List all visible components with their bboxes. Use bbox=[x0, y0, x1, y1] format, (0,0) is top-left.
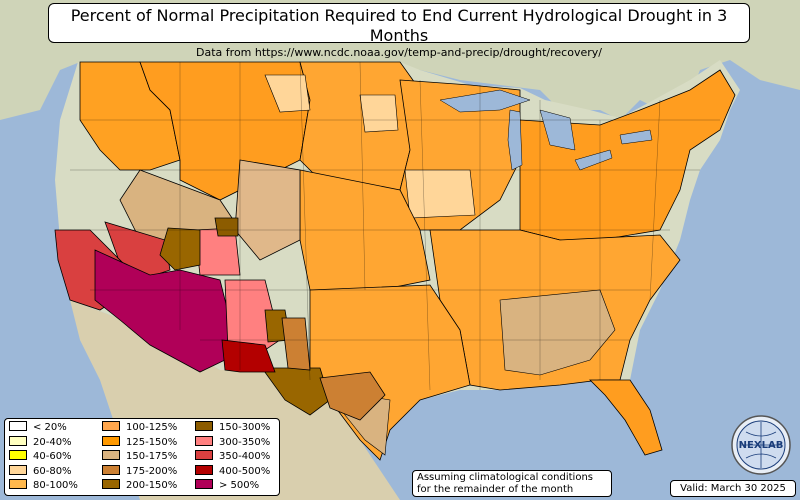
legend-label: 80-100% bbox=[33, 480, 78, 491]
legend-label: 20-40% bbox=[33, 436, 72, 448]
region-dark-red bbox=[221, 339, 276, 373]
legend-label: < 20% bbox=[33, 422, 67, 433]
lake-erie bbox=[574, 149, 613, 171]
region-mn-light bbox=[359, 94, 399, 133]
title-box: Percent of Normal Precipitation Required… bbox=[48, 3, 750, 59]
region-texas-175 bbox=[319, 371, 386, 421]
legend-swatch bbox=[102, 479, 120, 489]
legend-label: 350-400% bbox=[219, 451, 271, 462]
legend-item: 350-400% bbox=[195, 450, 271, 463]
legend-label: 150-300% bbox=[219, 422, 271, 433]
legend-label: 200-150% bbox=[126, 480, 178, 491]
legend-swatch bbox=[102, 450, 120, 460]
valid-date: Valid: March 30 2025 bbox=[670, 480, 796, 497]
legend-label: 100-125% bbox=[126, 422, 178, 433]
legend-item: > 500% bbox=[195, 479, 260, 492]
legend-swatch bbox=[195, 464, 213, 475]
legend-swatch bbox=[9, 450, 27, 460]
county-lines bbox=[60, 61, 720, 391]
region-dakota-light bbox=[264, 74, 311, 113]
legend-item: 175-200% bbox=[102, 464, 178, 478]
legend-swatch bbox=[195, 421, 213, 431]
note-line-1: Assuming climatological conditions bbox=[417, 472, 593, 483]
legend-label: 175-200% bbox=[126, 465, 178, 477]
legend-label: 150-175% bbox=[126, 451, 178, 462]
map-subtitle: Data from https://www.ncdc.noaa.gov/temp… bbox=[196, 46, 602, 59]
legend-label: > 500% bbox=[219, 480, 260, 491]
legend-item: 150-300% bbox=[195, 421, 271, 434]
legend-swatch bbox=[102, 421, 120, 431]
lake-superior bbox=[439, 89, 531, 113]
legend-item: 20-40% bbox=[9, 435, 72, 449]
legend-item: 100-125% bbox=[102, 421, 178, 434]
legend-item: 400-500% bbox=[195, 464, 271, 478]
legend-swatch bbox=[195, 479, 213, 489]
note-line-2: for the remainder of the month bbox=[417, 484, 574, 495]
map-title: Percent of Normal Precipitation Required… bbox=[70, 6, 728, 45]
region-florida bbox=[589, 379, 663, 456]
legend-item: 40-60% bbox=[9, 450, 72, 463]
legend-label: 60-80% bbox=[33, 465, 72, 477]
legend-swatch bbox=[9, 464, 27, 475]
legend-item: 150-175% bbox=[102, 450, 178, 463]
legend-swatch bbox=[102, 435, 120, 446]
legend-item: 125-150% bbox=[102, 435, 178, 449]
legend-item: 200-150% bbox=[102, 479, 178, 492]
lake-ontario bbox=[619, 129, 653, 145]
region-iowa-light bbox=[404, 169, 476, 219]
lake-michigan bbox=[507, 109, 523, 171]
region-brown-2 bbox=[214, 217, 239, 237]
legend: < 20% 20-40% 40-60% 60-80% 80-100% 100-125% 12… bbox=[4, 418, 280, 496]
legend-swatch bbox=[9, 479, 27, 489]
legend-swatch bbox=[9, 435, 27, 446]
globe-logo-icon: NEXLAB bbox=[731, 415, 791, 475]
legend-swatch bbox=[102, 464, 120, 475]
legend-swatch bbox=[195, 435, 213, 446]
legend-label: 300-350% bbox=[219, 436, 271, 448]
logo-text: NEXLAB bbox=[739, 440, 784, 451]
assumption-note: Assuming climatological conditions for t… bbox=[412, 470, 612, 497]
legend-label: 125-150% bbox=[126, 436, 178, 448]
region-175-nm bbox=[281, 317, 311, 371]
legend-item: < 20% bbox=[9, 421, 67, 434]
legend-label: 40-60% bbox=[33, 451, 72, 462]
legend-item: 80-100% bbox=[9, 479, 78, 492]
legend-item: 300-350% bbox=[195, 435, 271, 449]
legend-item: 60-80% bbox=[9, 464, 72, 478]
legend-swatch bbox=[195, 450, 213, 460]
region-west-texas-brown bbox=[261, 367, 331, 416]
legend-label: 400-500% bbox=[219, 465, 271, 477]
legend-swatch bbox=[9, 421, 27, 431]
